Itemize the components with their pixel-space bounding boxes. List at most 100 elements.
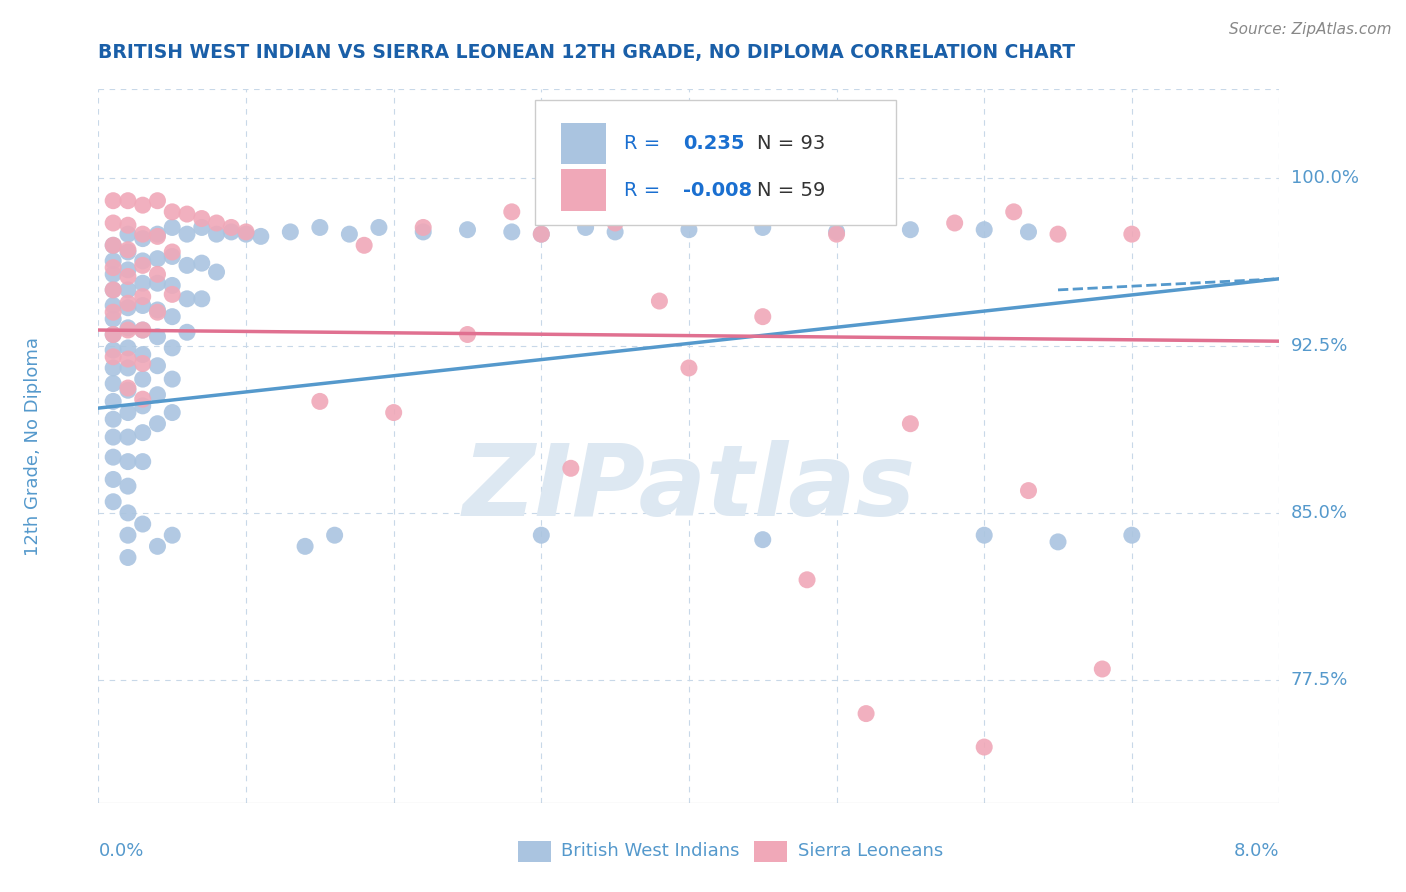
Point (103, 327, 124, 342)
Point (132, 455, 155, 469)
Point (530, 227, 553, 242)
Point (117, 219, 139, 233)
FancyBboxPatch shape (754, 840, 787, 862)
Point (117, 283, 139, 297)
Point (103, 194, 124, 208)
Text: 77.5%: 77.5% (1291, 671, 1348, 690)
Text: 0.235: 0.235 (683, 134, 745, 153)
Point (103, 394, 124, 409)
Point (103, 450, 124, 465)
Point (855, 706, 877, 721)
FancyBboxPatch shape (561, 169, 606, 211)
Point (235, 225, 257, 239)
Point (191, 256, 214, 270)
Point (973, 739, 995, 754)
Point (250, 229, 273, 244)
Point (707, 204, 730, 219)
Point (132, 323, 155, 337)
Point (146, 268, 169, 282)
Point (162, 405, 183, 419)
Point (117, 381, 139, 395)
Point (751, 533, 773, 547)
Point (191, 292, 214, 306)
FancyBboxPatch shape (517, 840, 551, 862)
Point (117, 194, 139, 208)
Point (103, 216, 124, 230)
Point (117, 301, 139, 315)
Text: R =: R = (624, 181, 666, 200)
Point (162, 220, 183, 235)
Point (103, 376, 124, 391)
Point (132, 517, 155, 532)
Point (132, 372, 155, 386)
Point (146, 387, 169, 401)
Point (103, 494, 124, 508)
Text: 85.0%: 85.0% (1291, 504, 1347, 522)
Point (103, 473, 124, 487)
Point (103, 327, 124, 342)
Point (353, 238, 375, 252)
Point (678, 361, 700, 376)
Point (560, 461, 582, 475)
Point (146, 227, 169, 242)
Point (103, 343, 124, 358)
Point (456, 327, 478, 342)
Point (205, 216, 228, 230)
Point (501, 204, 523, 219)
Point (412, 220, 434, 235)
Point (367, 220, 389, 235)
Point (117, 245, 139, 260)
Point (132, 399, 155, 413)
Point (103, 311, 124, 326)
Point (132, 392, 155, 407)
Point (176, 207, 198, 221)
Point (132, 290, 155, 304)
Point (117, 269, 139, 284)
Point (973, 528, 995, 542)
Point (1046, 535, 1069, 549)
Point (117, 296, 139, 310)
Point (132, 425, 155, 440)
Point (162, 250, 183, 264)
Point (117, 351, 139, 366)
Point (103, 412, 124, 426)
Point (103, 305, 124, 319)
Point (1017, 483, 1039, 498)
Point (205, 265, 228, 279)
Point (132, 277, 155, 291)
Point (943, 216, 966, 230)
Point (530, 528, 553, 542)
Point (132, 254, 155, 268)
Point (898, 417, 921, 431)
Point (176, 259, 198, 273)
Point (117, 430, 139, 444)
Point (605, 225, 627, 239)
Point (103, 350, 124, 364)
Point (117, 528, 139, 542)
Point (530, 227, 553, 242)
Point (146, 540, 169, 554)
Point (146, 417, 169, 431)
Point (146, 303, 169, 318)
Point (456, 223, 478, 237)
Point (219, 220, 242, 235)
Point (103, 238, 124, 252)
Point (117, 262, 139, 277)
Point (146, 305, 169, 319)
Point (162, 245, 183, 260)
Point (973, 223, 995, 237)
Text: Sierra Leoneans: Sierra Leoneans (797, 842, 943, 860)
Point (132, 232, 155, 246)
Point (146, 252, 169, 266)
Text: Source: ZipAtlas.com: Source: ZipAtlas.com (1229, 22, 1392, 37)
Point (1091, 662, 1114, 676)
Point (678, 223, 700, 237)
Point (146, 194, 169, 208)
Point (278, 225, 301, 239)
Point (146, 277, 169, 291)
Point (132, 356, 155, 371)
Point (117, 550, 139, 565)
Text: BRITISH WEST INDIAN VS SIERRA LEONEAN 12TH GRADE, NO DIPLOMA CORRELATION CHART: BRITISH WEST INDIAN VS SIERRA LEONEAN 12… (98, 44, 1076, 62)
Point (825, 227, 848, 242)
Text: 12th Grade, No Diploma: 12th Grade, No Diploma (24, 336, 42, 556)
